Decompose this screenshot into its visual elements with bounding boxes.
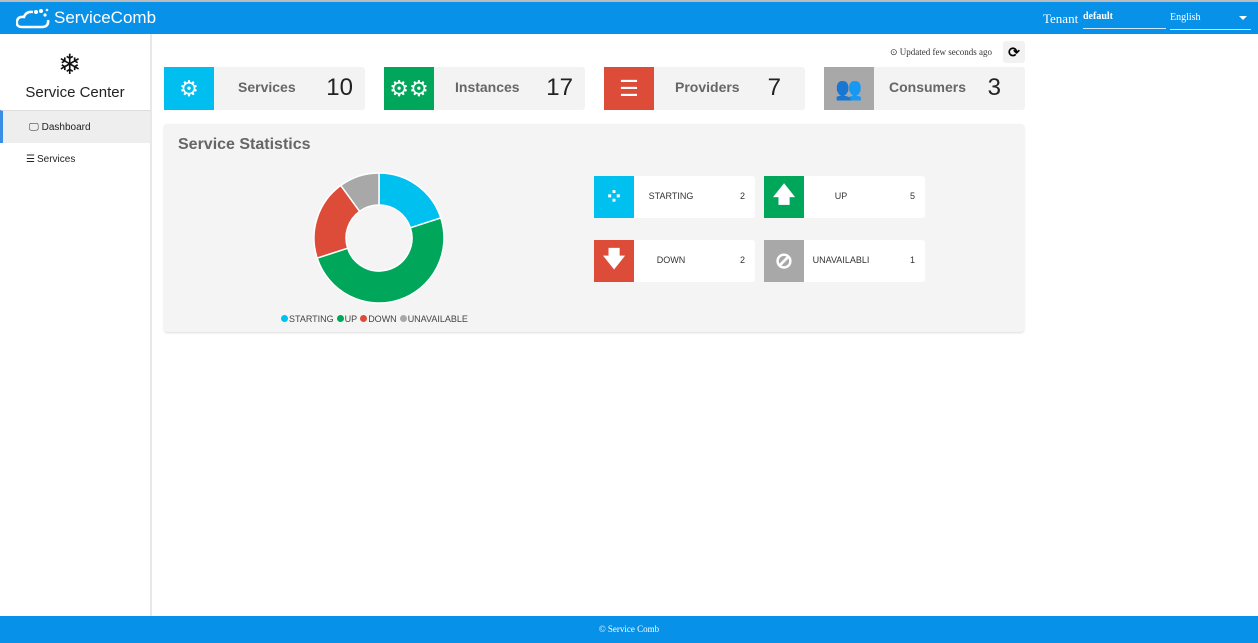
unavailable-stat: ⊘ UNAVAILABLI 1 bbox=[764, 240, 925, 282]
status-donut-chart bbox=[313, 172, 445, 304]
legend-label: UP bbox=[344, 314, 358, 324]
donut-slice-starting[interactable] bbox=[378, 172, 442, 229]
servicecomb-logo[interactable]: ServiceComb bbox=[16, 7, 156, 29]
gear-icon: ⚙ bbox=[164, 67, 214, 110]
card-value: 17 bbox=[546, 74, 573, 101]
refresh-button[interactable]: ⟳ bbox=[1003, 41, 1025, 63]
stat-value: 1 bbox=[909, 255, 915, 265]
sidebar-item-label: Dashboard bbox=[41, 121, 91, 133]
updated-status: ⊙ Updated few seconds ago bbox=[890, 47, 992, 58]
server-icon: ☰ bbox=[604, 67, 654, 110]
stat-value: 2 bbox=[739, 191, 745, 201]
legend-swatch bbox=[281, 315, 288, 322]
caret-down-icon bbox=[1239, 16, 1247, 20]
card-value: 7 bbox=[767, 74, 781, 101]
consumers-card[interactable]: 👥 Consumers 3 bbox=[824, 67, 1025, 110]
card-value: 10 bbox=[326, 74, 353, 101]
top-bar: ServiceComb Tenant default English bbox=[0, 0, 1258, 34]
legend-swatch bbox=[399, 315, 407, 322]
snowflake-icon: ❄ bbox=[58, 49, 82, 80]
language-value: English bbox=[1170, 12, 1201, 23]
legend-item[interactable]: DOWN bbox=[360, 314, 397, 324]
card-label: Services bbox=[238, 79, 296, 95]
users-icon: 👥 bbox=[824, 67, 874, 110]
clock-icon: ⊙ bbox=[890, 47, 900, 57]
tenant-input[interactable]: default bbox=[1083, 11, 1166, 29]
stat-label: UNAVAILABLI bbox=[812, 255, 870, 265]
card-value: 3 bbox=[987, 74, 1001, 101]
sidebar-item-label: Services bbox=[36, 154, 76, 165]
donut-slice-up[interactable] bbox=[316, 216, 445, 304]
sidebar: ❄ Service Center 🖵 Dashboard ☰ Services bbox=[0, 34, 152, 616]
stat-label: DOWN bbox=[656, 255, 686, 265]
legend-label: UNAVAILABLE bbox=[407, 314, 468, 324]
cloud-icon bbox=[16, 8, 50, 29]
gears-icon: ⚙⚙ bbox=[384, 67, 434, 110]
up-stat: 🡅 UP 5 bbox=[764, 176, 925, 218]
refresh-icon: ⟳ bbox=[1008, 44, 1020, 60]
spinner-icon: ⁘ bbox=[594, 176, 634, 218]
brand-name: ServiceComb bbox=[54, 8, 157, 27]
instances-card[interactable]: ⚙⚙ Instances 17 bbox=[384, 67, 585, 110]
stat-label: STARTING bbox=[648, 191, 694, 201]
stat-value: 2 bbox=[739, 255, 745, 265]
providers-card[interactable]: ☰ Providers 7 bbox=[604, 67, 805, 110]
legend-item[interactable]: STARTING bbox=[281, 314, 334, 324]
language-select[interactable]: English bbox=[1170, 12, 1251, 30]
legend-label: DOWN bbox=[368, 314, 397, 324]
legend-swatch bbox=[360, 315, 368, 322]
monitor-icon: 🖵 bbox=[29, 121, 39, 133]
services-card[interactable]: ⚙ Services 10 bbox=[164, 67, 365, 110]
down-stat: 🡇 DOWN 2 bbox=[594, 240, 755, 282]
legend-label: STARTING bbox=[289, 314, 334, 324]
stat-label: UP bbox=[834, 191, 848, 201]
donut-slice-unavailable[interactable] bbox=[339, 172, 380, 213]
sidebar-title: Service Center bbox=[25, 84, 125, 101]
footer: © Service Comb bbox=[0, 616, 1258, 643]
starting-stat: ⁘ STARTING 2 bbox=[594, 176, 755, 218]
chart-legend: STARTING UP DOWN UNAVAILABLE bbox=[281, 314, 468, 324]
panel-title: Service Statistics bbox=[178, 136, 311, 153]
updated-text: Updated few seconds ago bbox=[899, 47, 993, 57]
tenant-label: Tenant bbox=[1043, 11, 1079, 26]
stat-value: 5 bbox=[909, 191, 915, 201]
legend-item[interactable]: UP bbox=[336, 314, 358, 324]
card-label: Providers bbox=[675, 79, 740, 95]
arrow-up-icon: 🡅 bbox=[764, 176, 804, 218]
legend-swatch bbox=[336, 315, 344, 322]
sidebar-item-services[interactable]: ☰ Services bbox=[0, 143, 150, 176]
service-statistics-panel: Service Statistics STARTING UP DOWN UNAV… bbox=[164, 124, 1024, 332]
card-label: Instances bbox=[455, 79, 520, 95]
legend-item[interactable]: UNAVAILABLE bbox=[399, 314, 468, 324]
sidebar-item-dashboard[interactable]: 🖵 Dashboard bbox=[0, 110, 150, 143]
ban-icon: ⊘ bbox=[764, 240, 804, 282]
card-label: Consumers bbox=[889, 79, 967, 95]
arrow-down-icon: 🡇 bbox=[594, 240, 634, 282]
list-icon: ☰ bbox=[26, 154, 35, 165]
